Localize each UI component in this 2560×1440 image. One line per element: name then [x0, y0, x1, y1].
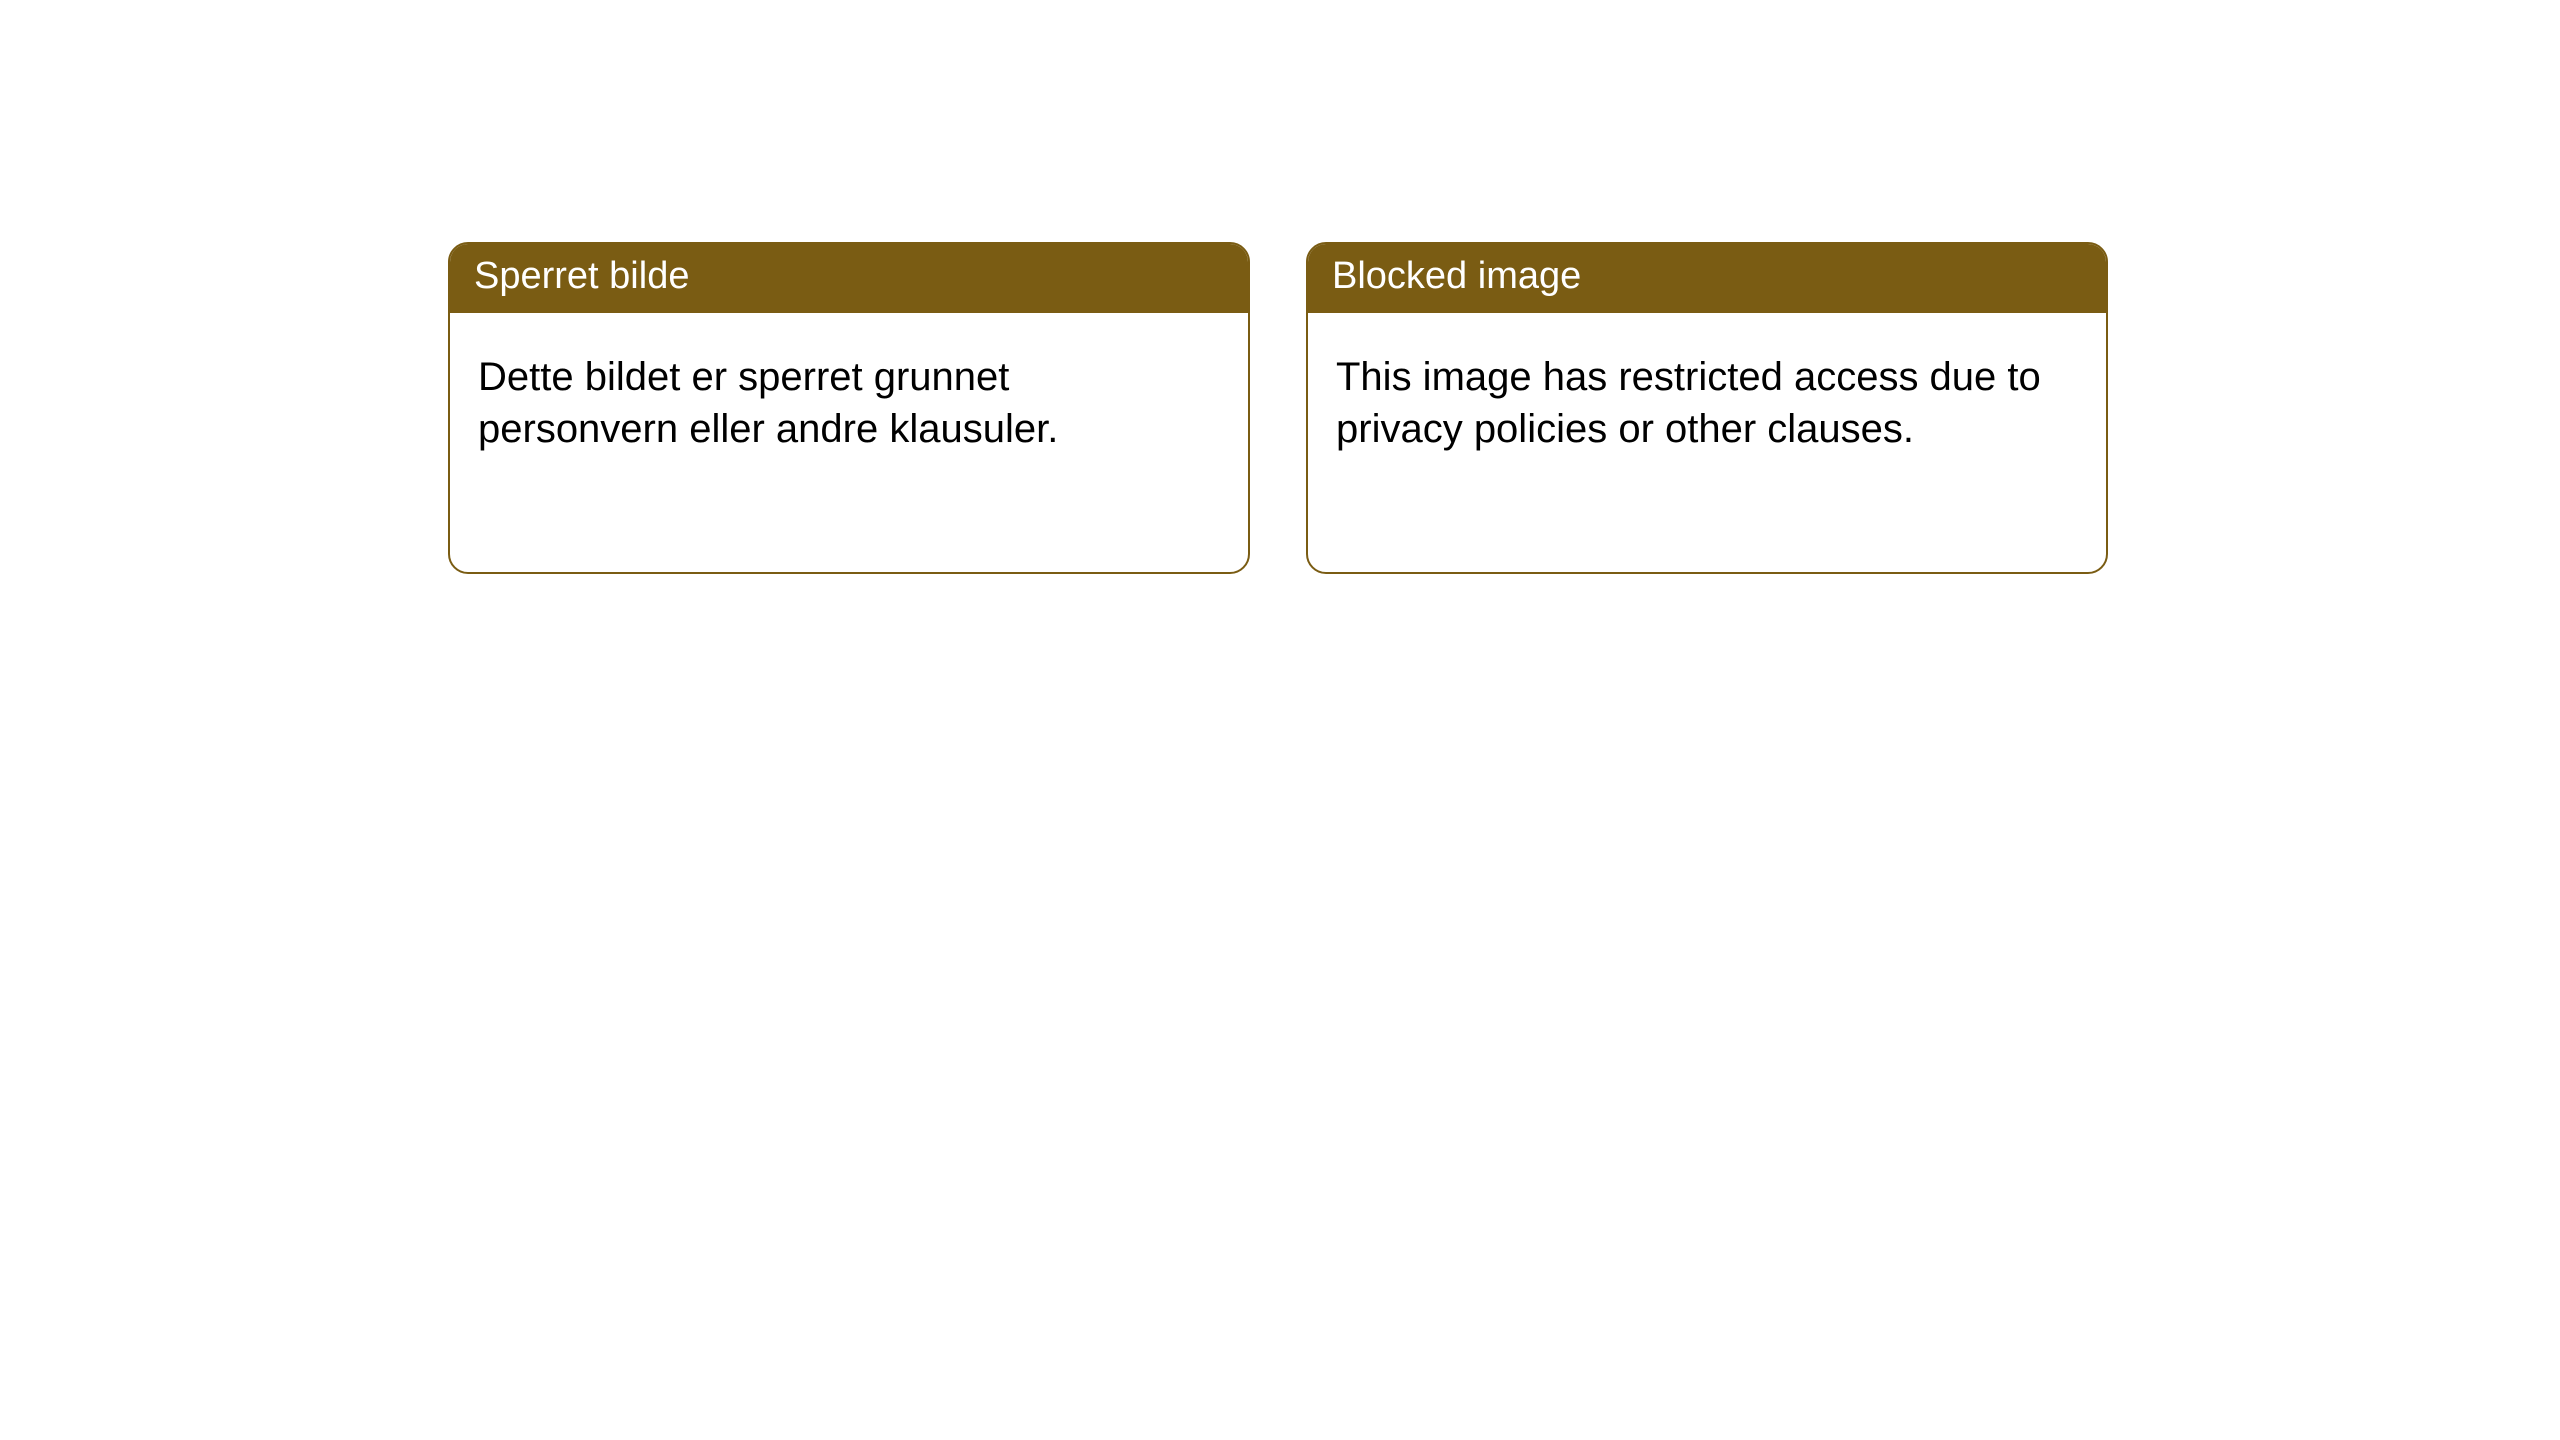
- card-header: Blocked image: [1308, 244, 2106, 313]
- card-title: Blocked image: [1332, 255, 1581, 297]
- card-body: This image has restricted access due to …: [1308, 313, 2106, 483]
- notice-card-norwegian: Sperret bilde Dette bildet er sperret gr…: [448, 242, 1250, 574]
- card-body: Dette bildet er sperret grunnet personve…: [450, 313, 1248, 483]
- card-body-text: This image has restricted access due to …: [1336, 355, 2041, 451]
- notice-card-english: Blocked image This image has restricted …: [1306, 242, 2108, 574]
- card-body-text: Dette bildet er sperret grunnet personve…: [478, 355, 1058, 451]
- notice-cards-row: Sperret bilde Dette bildet er sperret gr…: [0, 0, 2560, 574]
- card-title: Sperret bilde: [474, 255, 689, 297]
- card-header: Sperret bilde: [450, 244, 1248, 313]
